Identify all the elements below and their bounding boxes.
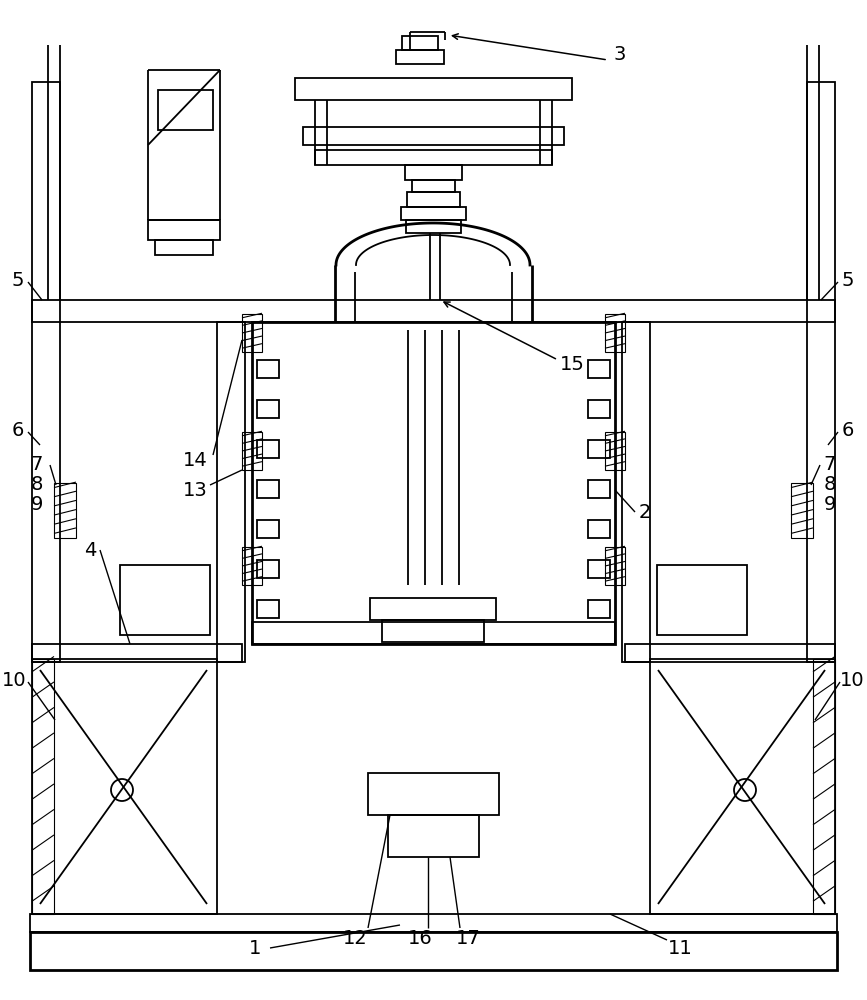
- Bar: [605, 547, 625, 585]
- Bar: [370, 598, 496, 620]
- Bar: [30, 914, 837, 932]
- Bar: [148, 220, 220, 240]
- Bar: [401, 207, 466, 220]
- Text: 7: 7: [824, 456, 836, 475]
- Bar: [257, 480, 279, 498]
- Text: 12: 12: [342, 928, 368, 948]
- Text: 5: 5: [842, 270, 854, 290]
- Text: 9: 9: [31, 494, 43, 514]
- Bar: [32, 82, 60, 662]
- Bar: [257, 600, 279, 618]
- Text: 2: 2: [639, 502, 651, 522]
- Text: 3: 3: [614, 45, 626, 64]
- Text: 15: 15: [559, 356, 584, 374]
- Bar: [257, 560, 279, 578]
- Bar: [605, 432, 625, 470]
- Text: 6: 6: [12, 420, 24, 440]
- Bar: [388, 815, 479, 857]
- Bar: [412, 180, 455, 192]
- Bar: [406, 220, 461, 233]
- Text: 5: 5: [12, 270, 24, 290]
- Bar: [217, 322, 245, 662]
- Bar: [605, 314, 625, 352]
- Bar: [588, 560, 610, 578]
- Text: 6: 6: [842, 420, 854, 440]
- Bar: [791, 483, 813, 538]
- Text: 10: 10: [2, 670, 26, 690]
- Text: 8: 8: [824, 476, 836, 494]
- Bar: [158, 90, 213, 130]
- Bar: [32, 644, 242, 662]
- Bar: [315, 150, 552, 165]
- Bar: [396, 50, 444, 64]
- Bar: [650, 659, 835, 914]
- Bar: [588, 600, 610, 618]
- Bar: [303, 127, 564, 145]
- Bar: [242, 547, 262, 585]
- Bar: [257, 360, 279, 378]
- Text: 7: 7: [31, 456, 43, 475]
- Bar: [622, 322, 650, 662]
- Bar: [30, 932, 837, 970]
- Text: 16: 16: [407, 928, 433, 948]
- Bar: [155, 240, 213, 255]
- Bar: [588, 360, 610, 378]
- Text: 13: 13: [183, 481, 207, 499]
- Text: 1: 1: [249, 938, 261, 958]
- Bar: [588, 440, 610, 458]
- Bar: [257, 400, 279, 418]
- Bar: [54, 483, 76, 538]
- Bar: [252, 622, 615, 644]
- Bar: [242, 314, 262, 352]
- Bar: [257, 440, 279, 458]
- Bar: [807, 82, 835, 662]
- Bar: [295, 78, 572, 100]
- Bar: [588, 480, 610, 498]
- Bar: [32, 659, 54, 914]
- Text: 10: 10: [839, 670, 864, 690]
- Text: 17: 17: [456, 928, 480, 948]
- Text: 14: 14: [183, 450, 207, 470]
- Bar: [368, 773, 499, 815]
- Bar: [242, 432, 262, 470]
- Bar: [382, 620, 484, 642]
- Bar: [657, 565, 747, 635]
- Text: 9: 9: [824, 494, 836, 514]
- Text: 11: 11: [668, 938, 693, 958]
- Bar: [402, 36, 438, 50]
- Bar: [252, 322, 615, 644]
- Bar: [625, 644, 835, 662]
- Bar: [813, 659, 835, 914]
- Bar: [407, 192, 460, 207]
- Bar: [32, 659, 217, 914]
- Bar: [588, 400, 610, 418]
- Bar: [32, 300, 835, 322]
- Bar: [257, 520, 279, 538]
- Bar: [588, 520, 610, 538]
- Text: 4: 4: [84, 540, 96, 560]
- Bar: [405, 165, 462, 180]
- Text: 8: 8: [31, 476, 43, 494]
- Bar: [120, 565, 210, 635]
